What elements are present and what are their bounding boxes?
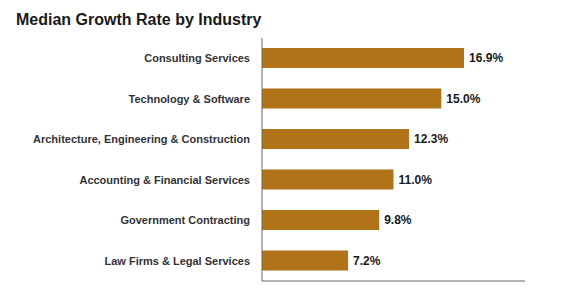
svg-text:Government Contracting: Government Contracting — [120, 214, 250, 226]
svg-text:9.8%: 9.8% — [384, 213, 412, 227]
svg-text:15.0%: 15.0% — [446, 92, 480, 106]
svg-text:Technology & Software: Technology & Software — [129, 93, 250, 105]
svg-text:11.0%: 11.0% — [399, 173, 433, 187]
html-text:Median Growth Rate by Industry: Median Growth Rate by Industry — [16, 11, 262, 28]
svg-text:12.3%: 12.3% — [414, 132, 448, 146]
svg-text:Consulting Services: Consulting Services — [144, 52, 250, 64]
svg-text:Accounting & Financial Service: Accounting & Financial Services — [79, 174, 250, 186]
svg-text:7.2%: 7.2% — [353, 254, 381, 268]
svg-text:Law Firms & Legal Services: Law Firms & Legal Services — [104, 255, 250, 267]
svg-text:16.9%: 16.9% — [469, 51, 503, 65]
svg-text:Architecture, Engineering & Co: Architecture, Engineering & Construction — [33, 133, 250, 145]
